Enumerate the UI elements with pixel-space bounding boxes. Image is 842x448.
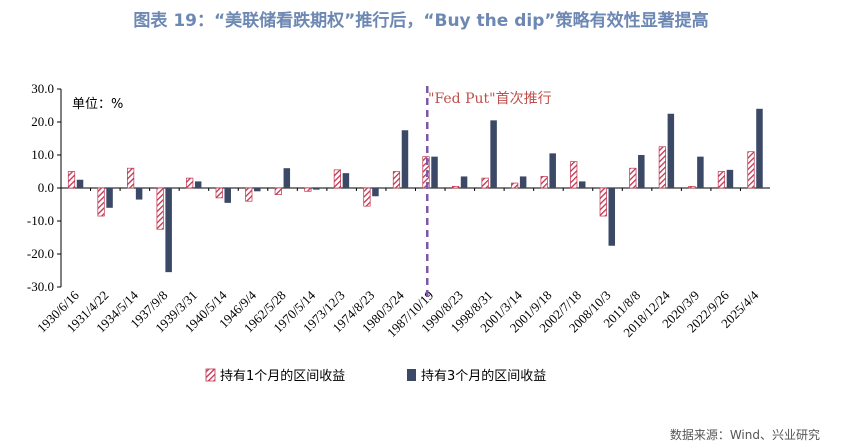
y-tick-label: 20.0 [31, 114, 54, 129]
bar-1m [570, 161, 578, 189]
bar-1m [215, 187, 223, 199]
legend-series2-swatch [407, 369, 416, 381]
bar-3m [460, 176, 468, 188]
bar-1m [481, 177, 489, 189]
legend-series1-swatch [205, 368, 216, 382]
bar-1m [245, 187, 253, 202]
bar-1m [688, 186, 696, 189]
bar-1m [274, 187, 282, 195]
y-tick-label: -20.0 [27, 246, 54, 261]
bar-3m [756, 108, 763, 188]
y-tick-label: 0.0 [38, 180, 54, 195]
bar-1m [451, 186, 460, 189]
data-source: 数据来源：Wind、兴业研究 [669, 428, 820, 442]
bar-3m [401, 130, 409, 188]
bar-1m [717, 171, 726, 189]
bar-3m [549, 153, 556, 188]
legend-series1-label: 持有1个月的区间收益 [220, 368, 345, 384]
y-tick-label: 30.0 [31, 81, 54, 96]
chart-title: 图表 19：“美联储看跌期权”推行后，“Buy the dip”策略有效性显著提… [133, 11, 709, 31]
bar-1m [540, 176, 548, 189]
bar-1m [511, 182, 519, 189]
bar-3m [76, 179, 84, 188]
bar-1m [97, 187, 105, 217]
bar-3m [490, 120, 497, 188]
y-tick-label: -10.0 [27, 213, 54, 228]
bar-3m [372, 188, 379, 197]
bar-3m [638, 155, 645, 188]
bar-3m [165, 188, 172, 273]
bar-3m [135, 188, 143, 200]
legend-series2-label: 持有3个月的区间收益 [421, 368, 546, 384]
bar-3m [697, 156, 704, 188]
bar-3m [578, 181, 586, 188]
y-tick-label: -30.0 [27, 279, 54, 294]
bar-1m [747, 151, 755, 189]
bar-1m [304, 187, 312, 192]
bar-3m [342, 173, 350, 188]
bar-3m [726, 169, 734, 188]
bar-1m [186, 177, 194, 189]
unit-label: 单位：% [72, 97, 123, 112]
bar-3m [194, 181, 202, 188]
bar-3m [431, 156, 438, 188]
legend: 持有1个月的区间收益 持有3个月的区间收益 [205, 368, 546, 384]
bar-1m [156, 187, 164, 230]
bar-3m [667, 113, 675, 188]
bar-3m [106, 188, 113, 208]
y-tick-label: 10.0 [31, 147, 54, 162]
bar-3m [254, 188, 261, 192]
bar-1m [599, 187, 607, 217]
bar-1m [333, 169, 341, 189]
bar-1m [658, 146, 666, 189]
bar-3m [608, 188, 616, 246]
bar-1m [127, 167, 135, 189]
fed-put-annotation: "Fed Put"首次推行 [428, 91, 552, 107]
bar-3m [283, 168, 291, 188]
bar-3m [519, 176, 527, 188]
bar-1m [363, 187, 371, 207]
bar-1m [67, 171, 76, 189]
bar-3m [224, 188, 231, 203]
bar-3m [313, 188, 320, 190]
bar-1m [392, 171, 401, 189]
bar-1m [629, 167, 637, 189]
